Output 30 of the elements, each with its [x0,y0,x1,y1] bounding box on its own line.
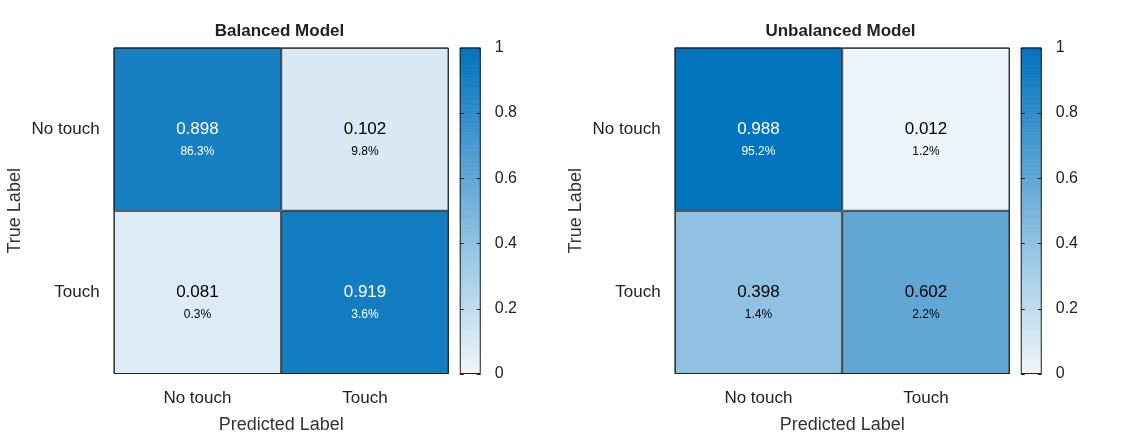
data-label: 0.898 86.3% [176,118,219,158]
data-label: 0.398 1.4% [737,282,780,321]
color-bar-label: 0.2 [494,299,518,317]
x-tick-label: No touch [163,387,232,407]
data-label: 0.012 1.2% [904,118,948,158]
data-label: 0.988 95.2% [737,118,780,158]
data-label: 0.919 3.6% [343,282,387,321]
data-label: 0.602 2.2% [904,282,948,321]
color-bar-label: 0.8 [1055,103,1079,121]
color-bar-label: 0 [494,364,504,382]
x-tick-label: Touch [342,387,388,407]
color-bar-label: 0.8 [494,103,518,121]
color-bar-label: 0.6 [494,168,518,186]
x-tick-label: No touch [724,387,793,407]
color-bar-label: 0.4 [1055,233,1079,251]
color-bar-label: 0 [1055,364,1065,382]
x-axis-title: Predicted Label [779,414,905,435]
color-bar-label: 1 [494,38,504,56]
y-axis-title: True Label [3,168,24,254]
x-axis-title: Predicted Label [218,414,344,435]
color-bar-label: 0.6 [1055,168,1079,186]
y-axis-title: True Label [564,168,585,254]
chart-title: Unbalanced Model [765,21,916,41]
chart-title: Balanced Model [214,21,345,41]
data-label: 0.081 0.3% [176,282,219,321]
x-tick-label: Touch [903,387,949,407]
color-bar-label: 1 [1055,38,1065,56]
color-bar-label: 0.2 [1055,299,1079,317]
color-bar-label: 0.4 [494,233,518,251]
data-label: 0.102 9.8% [343,118,387,158]
